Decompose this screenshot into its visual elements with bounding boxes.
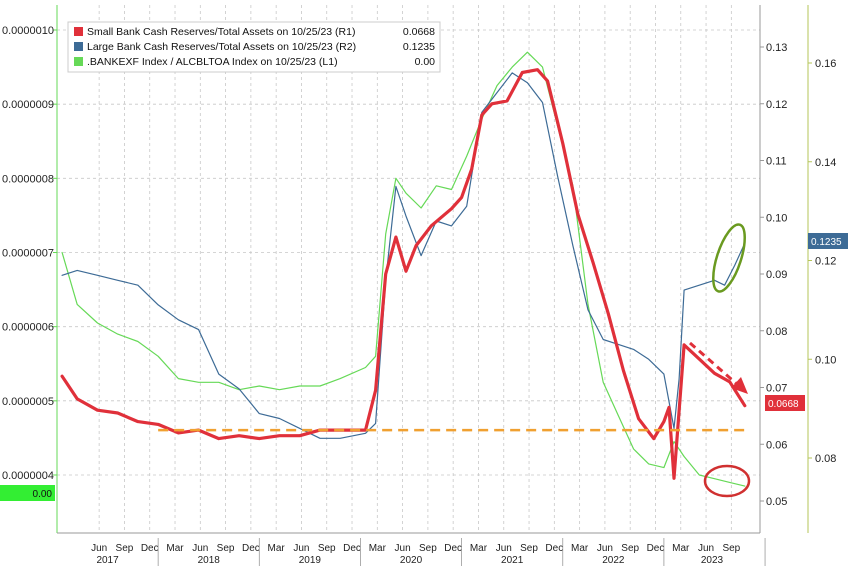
left-axis-tick-label: 0.0000010 [2,25,54,37]
x-axis-month-label: Jun [597,543,613,554]
x-axis-month-label: Dec [545,543,563,554]
left-axis-tick-label: 0.0000006 [2,322,54,334]
x-axis-month-label: Sep [318,543,336,554]
right-axis-1-badge-bg [765,395,805,411]
x-axis-month-label: Jun [698,543,714,554]
x-axis-month-label: Mar [470,543,488,554]
legend-swatch [74,42,83,51]
right-axis-2-tick-label: 0.16 [815,58,836,70]
x-axis-month-label: Dec [444,543,462,554]
x-axis-month-label: Dec [343,543,361,554]
right-axis-2-tick-label: 0.14 [815,157,836,169]
right-axis-1-badge-text: 0.0668 [768,399,799,410]
legend-label: .BANKEXF Index / ALCBLTOA Index on 10/25… [87,56,338,68]
x-axis-labels: Jun Sep Dec Mar Jun Sep Dec Mar Jun Sep Dec Mar Jun S… [91,538,766,566]
right-axis-1-tick-label: 0.05 [766,496,787,508]
x-axis-month-label: Mar [369,543,387,554]
legend: Small Bank Cash Reserves/Total Assets on… [67,21,441,73]
x-axis-year-label: 2020 [400,555,423,566]
trend-arrow-shaft [689,341,739,387]
right-axis-1-tick-label: 0.12 [766,99,787,111]
x-axis-year-label: 2022 [602,555,625,566]
x-axis-month-label: Sep [116,543,134,554]
x-axis-month-label: Sep [520,543,538,554]
x-axis-month-label: Dec [141,543,159,554]
axis-badges: 0.00 0.0668 0.1235 [0,233,848,501]
legend-label: Large Bank Cash Reserves/Total Assets on… [87,41,356,53]
x-axis-month-label: Mar [166,543,184,554]
x-axis-year-label: 2018 [198,555,221,566]
left-axis-tick-label: 0.0000004 [2,470,54,482]
x-axis-month-label: Dec [647,543,665,554]
left-axis-badge-bg [0,485,55,501]
left-axis-tick-label: 0.0000008 [2,173,54,185]
right-axis-2-tick-label: 0.10 [815,354,836,366]
grid-lines [57,5,760,533]
left-axis-tick-label: 0.0000005 [2,396,54,408]
x-axis-month-label: Sep [621,543,639,554]
right-axis-1-tick-label: 0.06 [766,439,787,451]
x-axis-month-label: Jun [293,543,309,554]
legend-value: 0.1235 [403,41,435,53]
x-axis-month-label: Jun [395,543,411,554]
x-axis-month-label: Jun [192,543,208,554]
x-axis-month-label: Sep [217,543,235,554]
x-axis-year-label: 2021 [501,555,524,566]
legend-label: Small Bank Cash Reserves/Total Assets on… [87,26,355,38]
x-axis-month-label: Sep [419,543,437,554]
right-axis-2-tick-label: 0.12 [815,256,836,268]
trend-arrow-head [731,377,748,394]
legend-swatch [74,27,83,36]
x-axis-month-label: Sep [722,543,740,554]
highlight-circle-green [712,223,746,293]
x-axis-month-label: Jun [496,543,512,554]
right-axis-1-tick-label: 0.11 [766,156,787,168]
x-axis-year-label: 2019 [299,555,322,566]
right-axis-1-tick-label: 0.10 [766,212,787,224]
series-line-l1 [61,51,746,487]
axes [56,5,809,534]
right-axis-2-badge-bg [808,233,848,249]
legend-swatch [74,57,83,66]
left-axis-tick-label: 0.0000007 [2,248,54,260]
x-axis-month-label: Dec [242,543,260,554]
legend-box [67,21,441,73]
x-axis-month-label: Mar [571,543,589,554]
x-axis-year-label: 2023 [701,555,724,566]
right-axis-1-tick-label: 0.09 [766,269,787,281]
right-axis-1-tick-label: 0.08 [766,326,787,338]
right-axis-2-tick-label: 0.08 [815,453,836,465]
right-axis-1-tick-label: 0.07 [766,383,787,395]
annotations [158,223,751,498]
legend-value: 0.0668 [403,26,435,38]
right-axis-2-badge-text: 0.1235 [811,237,842,248]
x-axis-month-label: Mar [268,543,286,554]
legend-value: 0.00 [415,56,436,68]
x-axis-year-label: 2017 [96,555,119,566]
y-axis-labels: 0.0000010 0.0000009 0.0000008 0.0000007 0.00… [2,25,836,508]
left-axis-badge-text: 0.00 [33,489,53,500]
left-axis-tick-label: 0.0000009 [2,99,54,111]
x-axis-month-label: Mar [672,543,690,554]
highlight-circle-red [703,464,751,498]
x-axis-month-label: Jun [91,543,107,554]
right-axis-1-tick-label: 0.13 [766,42,787,54]
